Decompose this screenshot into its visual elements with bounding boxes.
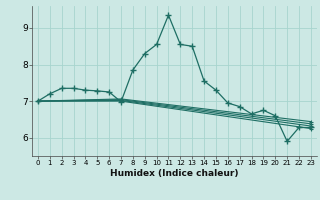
X-axis label: Humidex (Indice chaleur): Humidex (Indice chaleur) xyxy=(110,169,239,178)
